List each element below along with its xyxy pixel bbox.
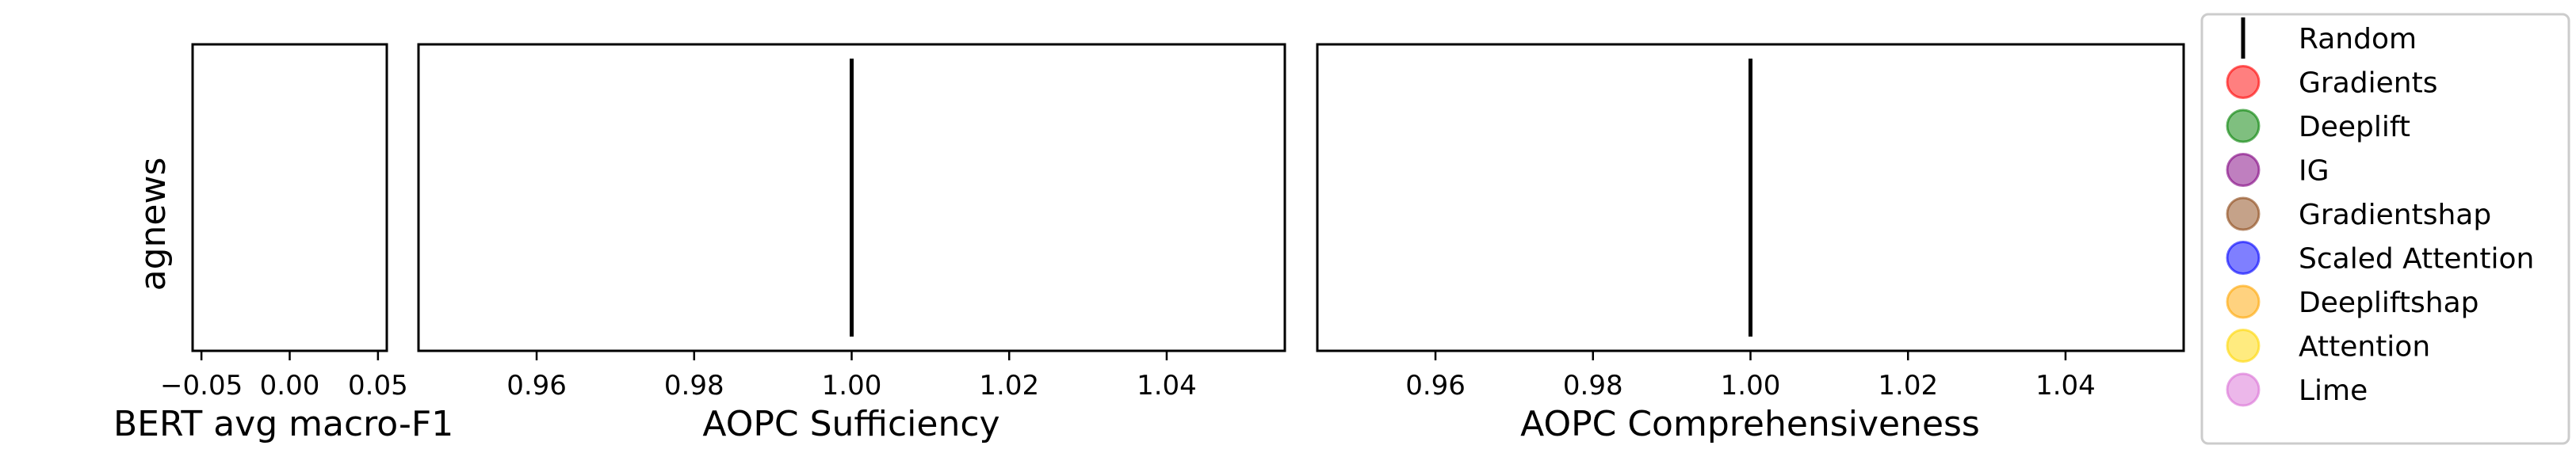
x-axis-label: AOPC Comprehensiveness bbox=[1520, 404, 1980, 444]
legend-marker-circle bbox=[2226, 372, 2261, 407]
x-tick-label: 0.98 bbox=[664, 370, 724, 402]
legend-frame bbox=[2200, 13, 2570, 445]
legend-label: Gradientshap bbox=[2299, 199, 2491, 231]
legend-entries: Random Gradients Deeplift IG Gradientshap Sca… bbox=[2226, 17, 2534, 407]
x-tick-label: 1.00 bbox=[822, 370, 882, 402]
x-tick-label: 0.00 bbox=[260, 370, 320, 402]
x-tick-label: 1.04 bbox=[2035, 370, 2096, 402]
panel-aopc-comprehensiveness: 0.96 0.98 1.00 1.02 1.04 AOPC Comprehensiven… bbox=[1316, 43, 2185, 444]
legend-label: Random bbox=[2299, 23, 2417, 55]
legend-label: Deeplift bbox=[2299, 111, 2410, 143]
x-tick-label: 0.96 bbox=[1405, 370, 1466, 402]
x-ticks: 0.96 0.98 1.00 1.02 1.04 bbox=[506, 351, 1197, 402]
legend-marker-circle bbox=[2226, 153, 2261, 187]
legend-label: Lime bbox=[2299, 375, 2368, 407]
legend-marker-circle bbox=[2226, 241, 2261, 275]
row-label: agnews bbox=[133, 158, 174, 291]
x-ticks: −0.05 0.00 0.05 bbox=[160, 351, 408, 402]
plot-frame bbox=[191, 43, 388, 352]
x-tick-label: 0.05 bbox=[348, 370, 408, 402]
legend-marker-circle bbox=[2226, 329, 2261, 363]
x-ticks: 0.96 0.98 1.00 1.02 1.04 bbox=[1405, 351, 2096, 402]
legend-marker-circle bbox=[2226, 65, 2261, 99]
legend: Random Gradients Deeplift IG Gradientshap Sca… bbox=[2200, 13, 2570, 445]
legend-label: Scaled Attention bbox=[2299, 243, 2534, 276]
x-axis-label: AOPC Sufficiency bbox=[702, 404, 999, 444]
legend-label: Gradients bbox=[2299, 67, 2437, 100]
x-tick-label: 1.02 bbox=[979, 370, 1039, 402]
panel-aopc-sufficiency: 0.96 0.98 1.00 1.02 1.04 AOPC Sufficiency bbox=[417, 43, 1286, 444]
legend-label: Attention bbox=[2299, 331, 2430, 364]
x-tick-label: 0.98 bbox=[1563, 370, 1623, 402]
legend-marker-circle bbox=[2226, 196, 2261, 231]
x-tick-label: 1.00 bbox=[1721, 370, 1781, 402]
legend-marker-circle bbox=[2226, 108, 2261, 143]
x-tick-label: 0.96 bbox=[506, 370, 567, 402]
x-tick-label: −0.05 bbox=[160, 370, 243, 402]
panel-bert-f1: −0.05 0.00 0.05 BERT avg macro-F1 bbox=[113, 43, 453, 444]
x-tick-label: 1.02 bbox=[1878, 370, 1938, 402]
x-axis-label: BERT avg macro-F1 bbox=[113, 404, 453, 444]
legend-label: Deepliftshap bbox=[2299, 287, 2479, 319]
legend-label: IG bbox=[2299, 155, 2329, 188]
legend-marker-circle bbox=[2226, 284, 2261, 319]
x-tick-label: 1.04 bbox=[1137, 370, 1197, 402]
